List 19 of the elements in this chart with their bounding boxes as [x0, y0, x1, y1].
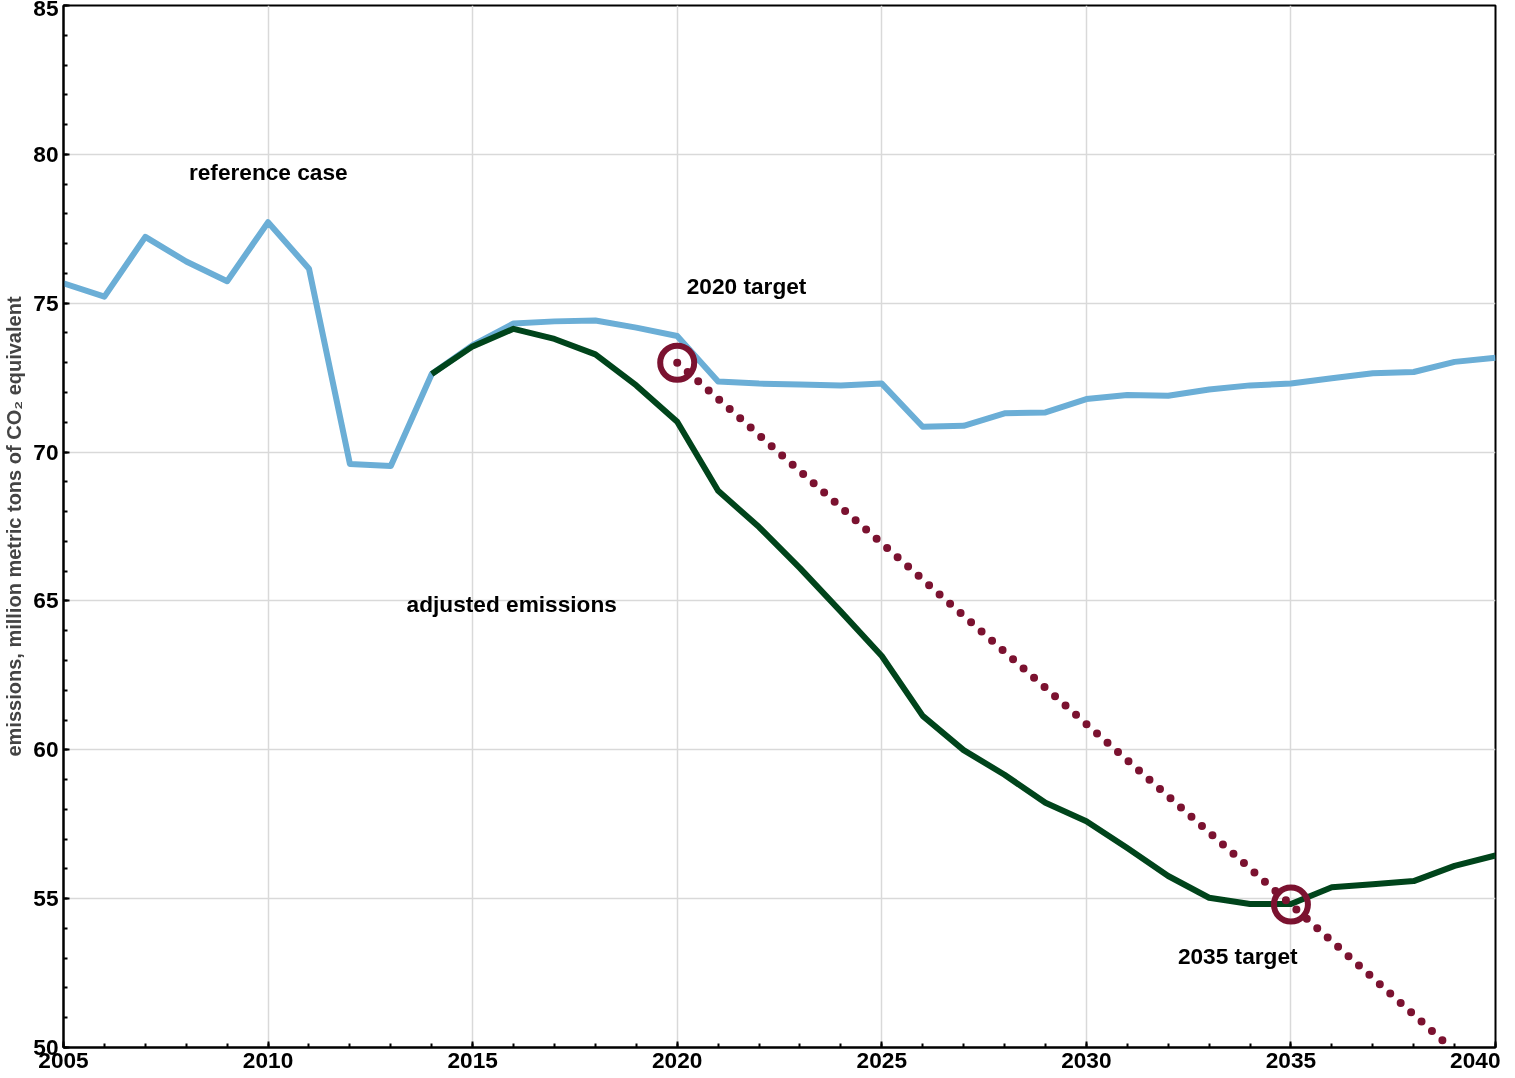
y-tick-label: 55	[33, 885, 59, 912]
annotation: 2020 target	[686, 272, 807, 299]
x-tick-label: 2010	[242, 1046, 294, 1073]
x-tick-label: 2035	[1265, 1046, 1317, 1073]
annotation: 2035 target	[1177, 942, 1299, 969]
annotation: reference case	[188, 159, 348, 186]
x-tick-label: 2020	[652, 1046, 703, 1073]
x-tick-label: 2015	[447, 1046, 498, 1073]
y-tick-label: 80	[33, 140, 59, 167]
y-axis-title: emissions, million metric tons of CO₂ equivalent	[3, 296, 26, 757]
y-tick-label: 65	[33, 587, 59, 614]
y-tick-label: 70	[33, 438, 59, 465]
y-tick-label: 75	[33, 289, 59, 316]
y-tick-label: 85	[33, 0, 59, 21]
x-tick-label: 2030	[1061, 1046, 1112, 1073]
y-tick-label: 60	[33, 736, 59, 763]
x-tick-label: 2040	[1450, 1046, 1501, 1073]
annotation: adjusted emissions	[406, 590, 617, 617]
x-tick-label: 2025	[856, 1046, 907, 1073]
